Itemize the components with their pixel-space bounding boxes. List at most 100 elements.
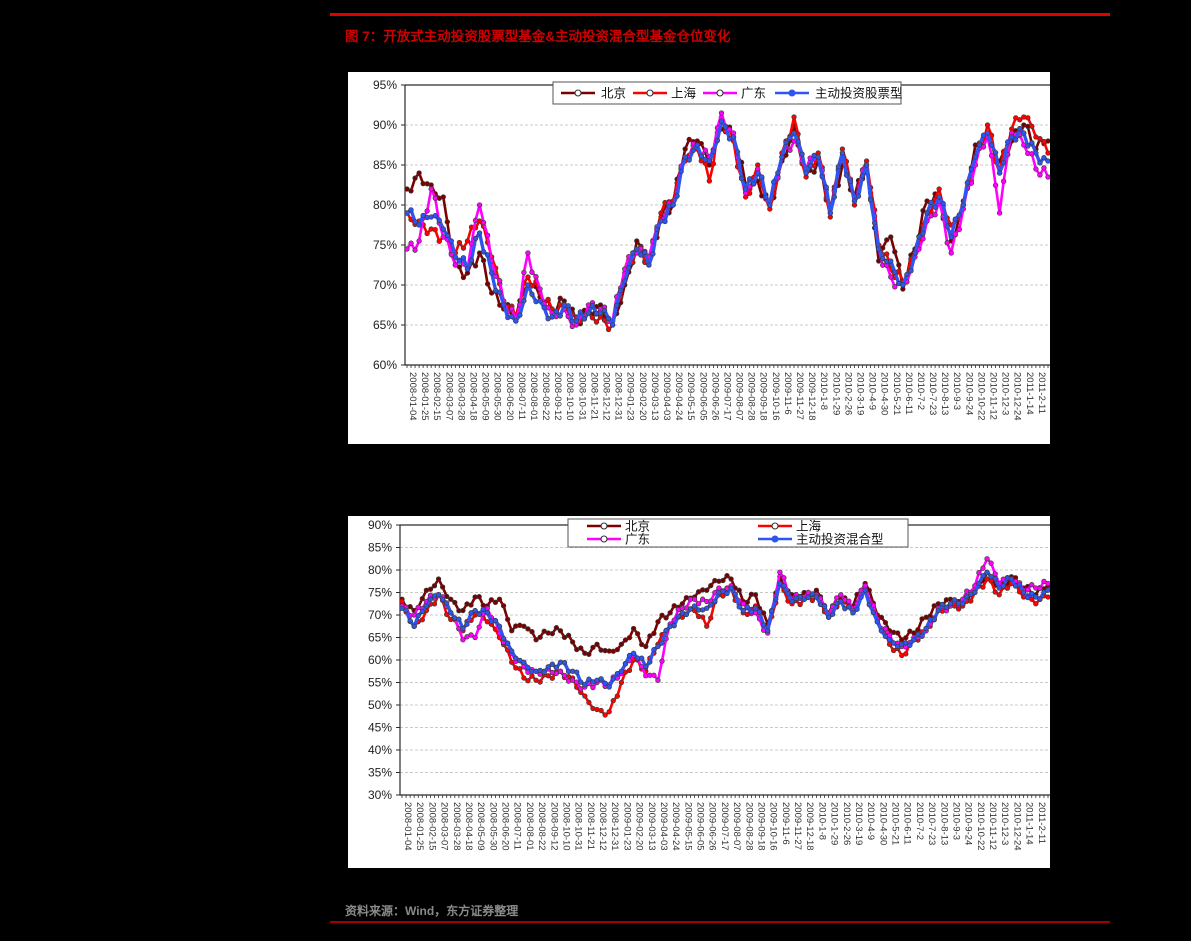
svg-text:2010-7-2: 2010-7-2 — [914, 802, 925, 840]
svg-text:2009-03-13: 2009-03-13 — [646, 802, 657, 851]
svg-text:75%: 75% — [368, 586, 392, 600]
svg-text:2010-7-23: 2010-7-23 — [927, 372, 938, 415]
svg-text:2009-01-23: 2009-01-23 — [621, 802, 632, 851]
svg-text:35%: 35% — [368, 766, 392, 780]
svg-text:2008-08-22: 2008-08-22 — [540, 372, 551, 421]
source-note: 资料来源：Wind，东方证券整理 — [345, 904, 519, 918]
svg-text:2008-09-12: 2008-09-12 — [548, 802, 559, 851]
svg-text:65%: 65% — [368, 631, 392, 645]
svg-text:2008-03-28: 2008-03-28 — [451, 802, 462, 851]
svg-text:2008-05-09: 2008-05-09 — [480, 372, 491, 421]
svg-text:2008-12-12: 2008-12-12 — [597, 802, 608, 851]
svg-text:2009-12-18: 2009-12-18 — [806, 372, 817, 421]
stock-fund-position-chart: 95%90%85%80%75%70%65%60%2008-01-04 2008-0… — [373, 78, 1050, 421]
svg-text:2009-04-03: 2009-04-03 — [658, 802, 669, 851]
svg-text:2011-3-4: 2011-3-4 — [1048, 372, 1050, 409]
svg-text:65%: 65% — [373, 318, 397, 332]
svg-text:2010-9-3: 2010-9-3 — [951, 372, 962, 410]
svg-text:2009-08-07: 2009-08-07 — [731, 802, 742, 851]
svg-text:上海: 上海 — [796, 519, 822, 534]
svg-text:2010-7-2: 2010-7-2 — [915, 372, 926, 410]
svg-text:2008-12-31: 2008-12-31 — [613, 372, 624, 421]
svg-text:2009-10-16: 2009-10-16 — [770, 372, 781, 421]
svg-text:2008-10-10: 2008-10-10 — [564, 372, 575, 421]
svg-text:60%: 60% — [373, 358, 397, 372]
series-主动投资股票型 — [404, 118, 1050, 328]
svg-text:2010-9-24: 2010-9-24 — [963, 372, 974, 415]
svg-text:2010-6-11: 2010-6-11 — [903, 372, 914, 415]
svg-text:2008-04-18: 2008-04-18 — [463, 802, 474, 851]
svg-text:2009-08-28: 2009-08-28 — [746, 372, 757, 421]
svg-text:2010-8-13: 2010-8-13 — [938, 802, 949, 845]
svg-text:2009-02-20: 2009-02-20 — [637, 372, 648, 421]
svg-text:2009-06-26: 2009-06-26 — [707, 802, 718, 851]
svg-text:50%: 50% — [368, 698, 392, 712]
svg-text:2008-08-01: 2008-08-01 — [524, 802, 535, 851]
svg-text:2010-4-30: 2010-4-30 — [877, 802, 888, 845]
svg-text:55%: 55% — [368, 676, 392, 690]
svg-text:2010-1-29: 2010-1-29 — [830, 372, 841, 415]
svg-text:2010-4-30: 2010-4-30 — [879, 372, 890, 415]
svg-text:2011-2-11: 2011-2-11 — [1036, 802, 1047, 844]
svg-text:2010-1-8: 2010-1-8 — [818, 372, 829, 410]
svg-text:2010-6-11: 2010-6-11 — [902, 802, 913, 845]
svg-text:70%: 70% — [373, 278, 397, 292]
svg-text:2011-3-4: 2011-3-4 — [1048, 802, 1050, 839]
svg-text:40%: 40% — [368, 743, 392, 757]
svg-text:90%: 90% — [368, 518, 392, 532]
svg-text:85%: 85% — [368, 541, 392, 555]
bottom-rule — [330, 921, 1110, 923]
svg-text:2008-10-10: 2008-10-10 — [560, 802, 571, 851]
svg-text:90%: 90% — [373, 118, 397, 132]
svg-text:2010-5-21: 2010-5-21 — [890, 802, 901, 845]
svg-text:广东: 广东 — [625, 533, 650, 547]
svg-text:2008-01-04: 2008-01-04 — [407, 372, 418, 421]
svg-text:2009-04-24: 2009-04-24 — [670, 802, 681, 851]
svg-text:2009-09-18: 2009-09-18 — [758, 372, 769, 421]
svg-text:2010-8-13: 2010-8-13 — [939, 372, 950, 415]
y-axis-labels: 95% 90% 85% 80% 75% 70% 65% 60% — [373, 78, 405, 372]
svg-text:70%: 70% — [368, 608, 392, 622]
svg-text:北京: 北京 — [625, 520, 650, 534]
y-axis-labels: 90% 85% 80% 75% 70% 65% 60% 55% 50% 45% 40% 35% 30% — [368, 518, 400, 802]
svg-text:2010-12-24: 2010-12-24 — [1011, 802, 1022, 851]
svg-text:2008-12-31: 2008-12-31 — [609, 802, 620, 851]
svg-text:2010-12-3: 2010-12-3 — [999, 802, 1010, 845]
svg-text:2008-12-12: 2008-12-12 — [601, 372, 612, 421]
legend: 北京 上海 广东 主动投资股票型 — [552, 81, 903, 105]
svg-text:2008-05-09: 2008-05-09 — [475, 802, 486, 851]
series-北京 — [399, 569, 1050, 657]
svg-text:2011-2-11: 2011-2-11 — [1036, 372, 1047, 414]
svg-text:2008-03-28: 2008-03-28 — [455, 372, 466, 421]
svg-text:2008-08-01: 2008-08-01 — [528, 372, 539, 421]
svg-text:45%: 45% — [368, 721, 392, 735]
svg-text:2009-03-13: 2009-03-13 — [649, 372, 660, 421]
svg-text:2008-11-21: 2008-11-21 — [588, 372, 599, 420]
svg-text:2008-07-11: 2008-07-11 — [516, 372, 527, 420]
svg-text:2009-05-15: 2009-05-15 — [685, 372, 696, 421]
svg-text:2009-12-18: 2009-12-18 — [804, 802, 815, 851]
svg-text:2008-06-20: 2008-06-20 — [504, 372, 515, 421]
svg-text:2008-11-21: 2008-11-21 — [585, 802, 596, 850]
svg-text:广东: 广东 — [741, 87, 766, 101]
svg-text:2009-11-27: 2009-11-27 — [794, 372, 805, 420]
svg-text:2008-07-11: 2008-07-11 — [512, 802, 523, 850]
svg-text:2009-04-03: 2009-04-03 — [661, 372, 672, 421]
svg-text:主动投资股票型: 主动投资股票型 — [815, 86, 903, 101]
svg-text:2010-7-23: 2010-7-23 — [926, 802, 937, 845]
svg-text:2009-08-28: 2009-08-28 — [743, 802, 754, 851]
svg-text:2009-07-17: 2009-07-17 — [721, 372, 732, 421]
svg-text:2008-09-12: 2008-09-12 — [552, 372, 563, 421]
svg-text:2009-02-20: 2009-02-20 — [634, 802, 645, 851]
svg-text:2009-11-6: 2009-11-6 — [780, 802, 791, 845]
svg-text:2009-07-17: 2009-07-17 — [719, 802, 730, 851]
svg-text:60%: 60% — [368, 653, 392, 667]
svg-text:2010-11-12: 2010-11-12 — [988, 372, 999, 420]
svg-text:2009-06-05: 2009-06-05 — [695, 802, 706, 851]
svg-text:2008-04-18: 2008-04-18 — [467, 372, 478, 421]
svg-text:2010-9-24: 2010-9-24 — [963, 802, 974, 845]
svg-text:2009-06-05: 2009-06-05 — [697, 372, 708, 421]
top-rule — [330, 13, 1110, 16]
